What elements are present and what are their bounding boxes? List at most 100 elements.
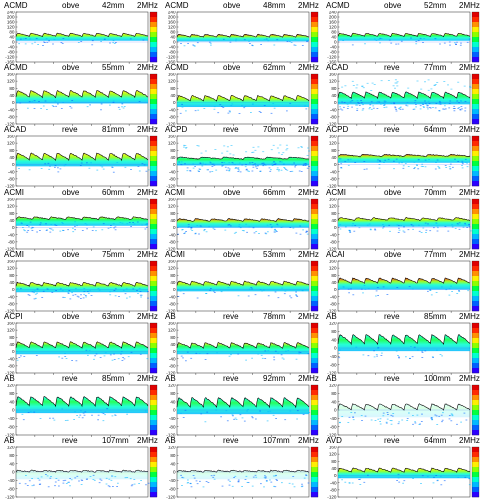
envelope-trace: [15, 281, 149, 287]
noise-speckle: [305, 475, 308, 477]
noise-speckle: [390, 42, 393, 44]
noise-speckle: [55, 106, 57, 107]
colorbar-frame: [149, 136, 158, 187]
noise-speckle: [141, 224, 143, 226]
noise-speckle: [126, 477, 129, 479]
noise-speckle: [33, 485, 35, 486]
noise-speckle: [58, 485, 60, 487]
noise-speckle: [64, 356, 67, 357]
noise-speckle: [131, 484, 134, 486]
noise-speckle: [428, 107, 431, 109]
panel-title: ACPD reve 70mm 2MHz: [163, 125, 323, 134]
noise-speckle: [396, 85, 399, 87]
noise-speckle: [452, 167, 454, 169]
noise-speckle: [26, 231, 29, 233]
noise-speckle: [28, 101, 31, 103]
noise-speckle: [203, 229, 206, 231]
y-tick-label: 0: [334, 163, 337, 168]
colorbar-swatch: [311, 42, 318, 48]
noise-speckle: [146, 358, 149, 360]
panel-depth-label: 77mm: [424, 63, 447, 73]
y-tick-label: 80: [170, 210, 176, 215]
colorbar-swatch: [150, 114, 157, 120]
colorbar-swatch: [150, 290, 157, 296]
noise-speckle: [464, 223, 467, 225]
noise-speckle: [59, 288, 62, 290]
noise-speckle: [251, 104, 254, 105]
y-tick-label: -120: [166, 308, 176, 312]
colorbar-swatch: [472, 333, 479, 339]
noise-speckle: [294, 39, 297, 40]
colorbar-swatch: [311, 74, 318, 80]
y-tick-label: 120: [7, 25, 15, 30]
colorbar-swatch: [472, 79, 479, 85]
y-tick-label: 120: [329, 141, 337, 146]
noise-speckle: [91, 40, 94, 42]
envelope-trace: [15, 152, 149, 162]
panel-depth-label: 85mm: [102, 374, 125, 384]
panel-frequency-label: 2MHz: [459, 436, 480, 446]
noise-speckle: [102, 222, 105, 224]
y-tick-label: -40: [330, 354, 337, 359]
noise-speckle: [130, 169, 132, 171]
y-tick-label: 0: [334, 40, 337, 45]
y-tick-label: 80: [331, 30, 337, 35]
noise-speckle: [271, 225, 273, 227]
noise-speckle: [297, 147, 300, 149]
noise-speckle: [366, 224, 369, 226]
colorbar-swatch: [150, 151, 157, 157]
noise-speckle: [295, 291, 297, 293]
colorbar-swatch: [311, 22, 318, 28]
noise-speckle: [182, 293, 185, 294]
envelope-trace: [15, 470, 149, 474]
noise-speckle: [267, 350, 270, 352]
noise-speckle: [369, 228, 372, 230]
colorbar-swatch: [472, 203, 479, 209]
colorbar-swatch: [472, 353, 479, 359]
noise-speckle: [223, 162, 226, 164]
spectrogram-panel: AB reve 107mm 2MHz 120 80 40 0 -40 -80 -120: [163, 436, 323, 500]
noise-speckle: [363, 161, 366, 163]
noise-speckle: [273, 486, 275, 488]
noise-speckle: [198, 171, 200, 173]
y-tick-label: 0: [334, 474, 337, 479]
noise-speckle: [91, 229, 94, 231]
noise-speckle: [361, 86, 364, 88]
noise-speckle: [27, 107, 29, 109]
colorbar-swatch: [150, 223, 157, 229]
noise-speckle: [49, 417, 51, 419]
noise-speckle: [100, 41, 102, 42]
colorbar-swatch: [311, 368, 318, 374]
noise-speckle: [237, 479, 240, 481]
colorbar-frame: [310, 260, 319, 311]
noise-speckle: [61, 43, 64, 44]
noise-speckle: [308, 150, 310, 152]
noise-speckle: [137, 292, 139, 294]
colorbar-swatch: [150, 161, 157, 167]
noise-speckle: [398, 356, 400, 358]
colorbar-swatch: [150, 323, 157, 329]
colorbar-swatch: [472, 89, 479, 95]
colorbar-swatch: [472, 400, 479, 406]
noise-speckle: [376, 101, 379, 103]
noise-speckle: [263, 289, 265, 291]
noise-speckle: [74, 220, 76, 222]
spectrum-fill: [338, 154, 470, 164]
noise-speckle: [203, 108, 206, 110]
noise-speckle: [109, 291, 111, 292]
noise-speckle: [250, 112, 252, 114]
y-tick-label: -40: [169, 108, 176, 113]
noise-speckle: [271, 163, 274, 165]
noise-speckle: [16, 359, 19, 361]
noise-speckle: [385, 422, 388, 424]
noise-speckle: [373, 84, 376, 85]
noise-speckle: [300, 147, 303, 149]
noise-speckle: [352, 85, 355, 86]
noise-speckle: [47, 288, 49, 290]
noise-speckle: [103, 38, 106, 40]
noise-speckle: [441, 419, 444, 421]
noise-speckle: [245, 223, 248, 225]
noise-speckle: [248, 288, 251, 290]
noise-speckle: [228, 170, 231, 172]
